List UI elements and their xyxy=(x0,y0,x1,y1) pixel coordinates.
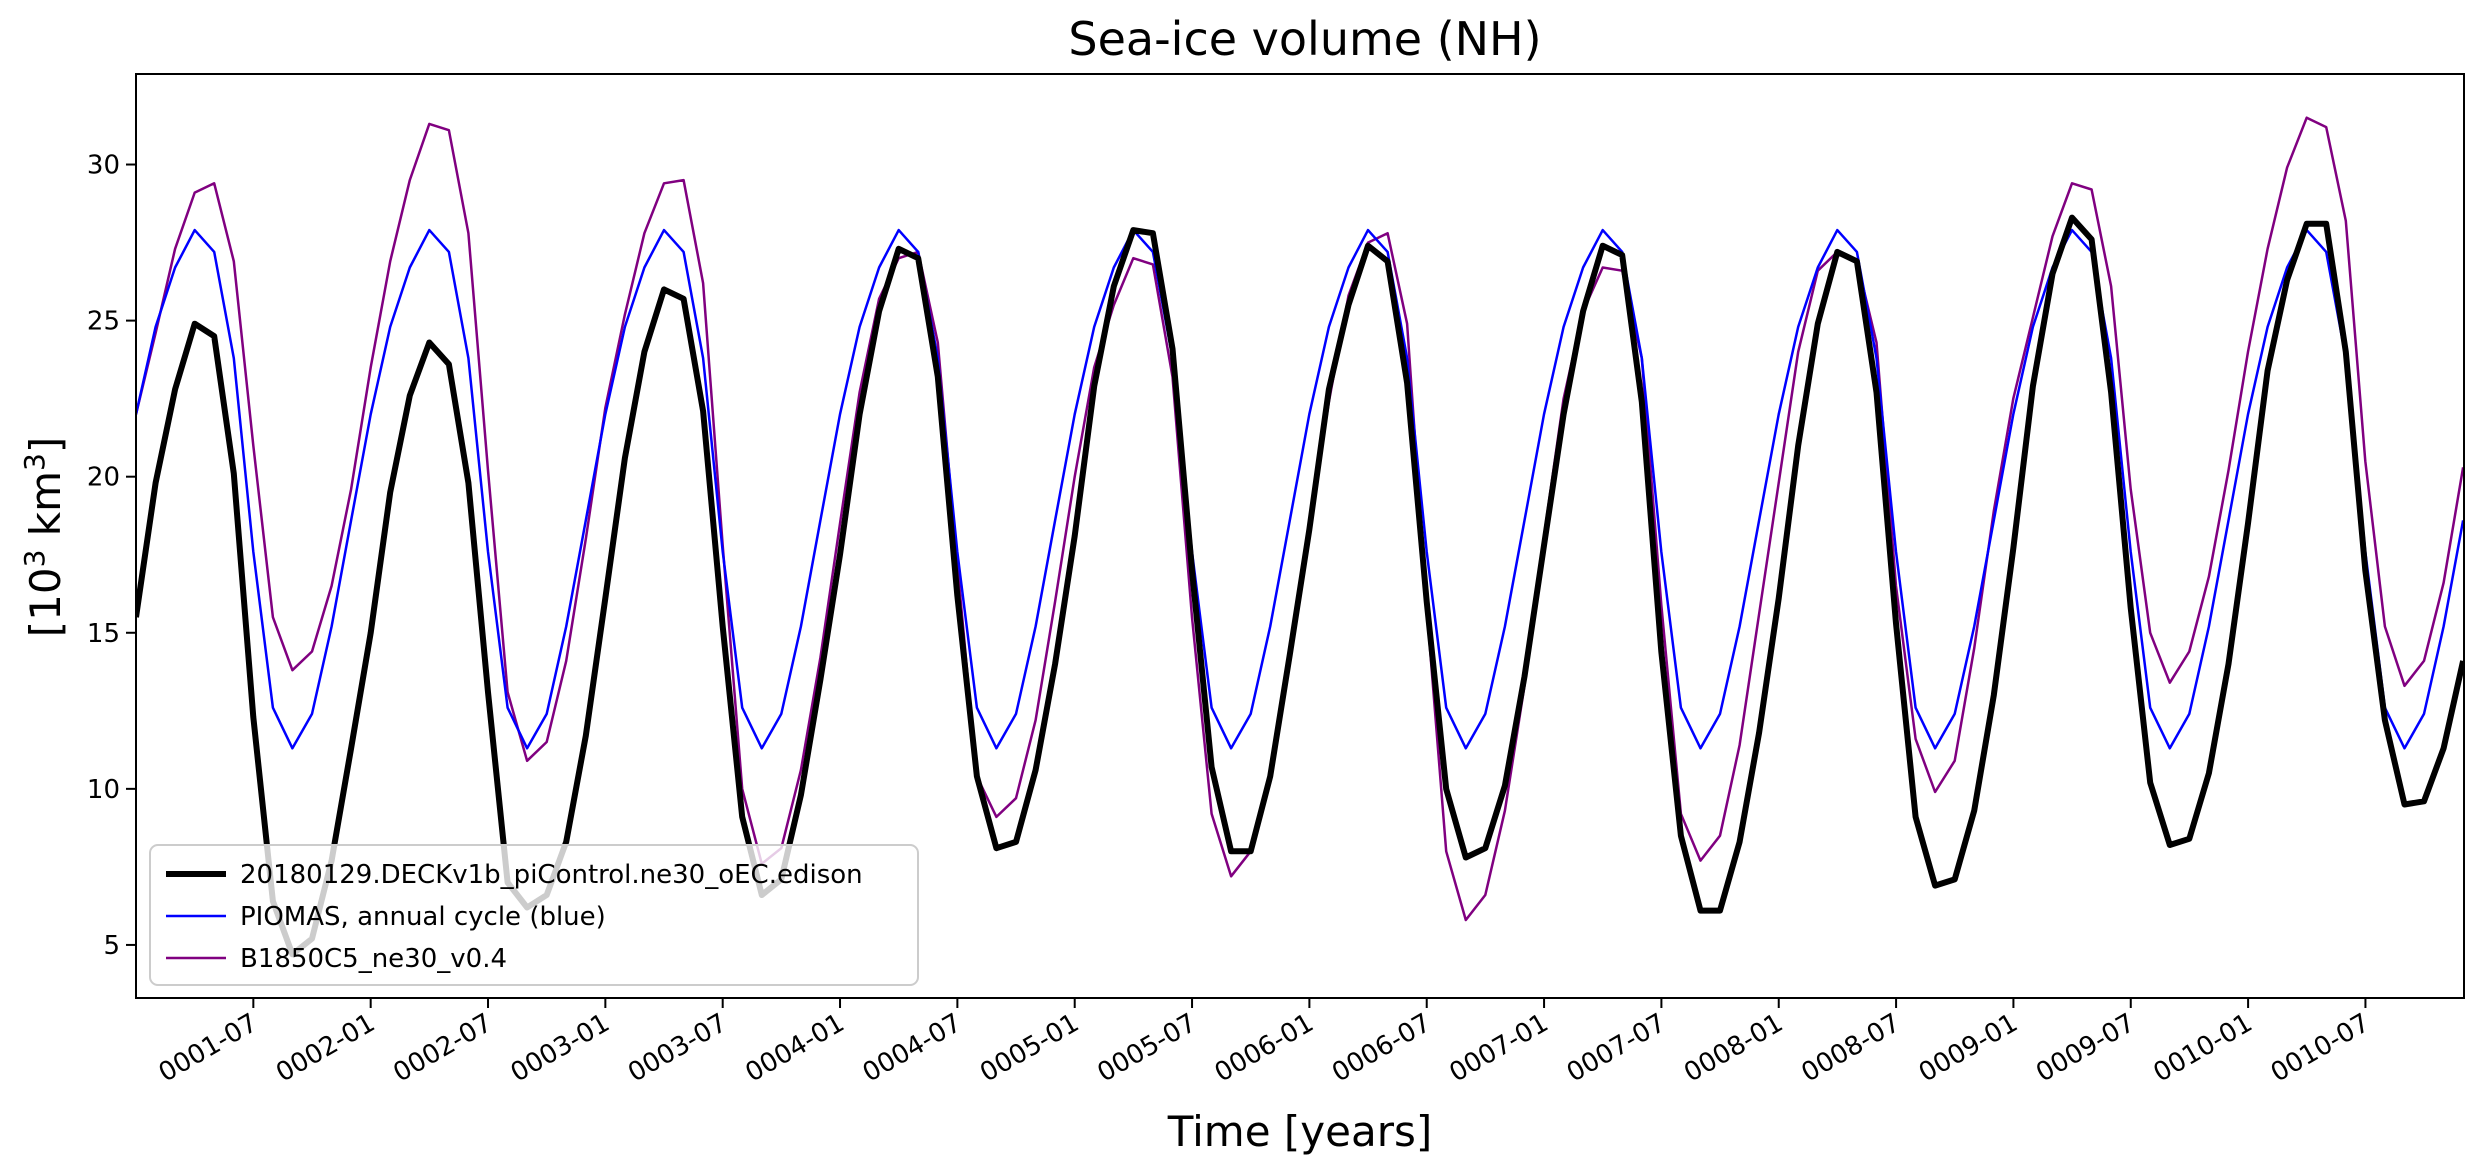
chart-title: Sea-ice volume (NH) xyxy=(1068,12,1541,66)
x-axis-label: Time [years] xyxy=(1167,1107,1433,1156)
legend: 20180129.DECKv1b_piControl.ne30_oEC.edis… xyxy=(149,844,919,986)
x-tick-label: 0004-07 xyxy=(858,1008,967,1088)
x-tick-label: 0009-07 xyxy=(2031,1008,2140,1088)
x-tick-label: 0006-07 xyxy=(1327,1008,1436,1088)
x-tick-label: 0001-07 xyxy=(154,1008,263,1088)
x-tick-label: 0008-07 xyxy=(1796,1008,1905,1088)
x-tick-label: 0006-01 xyxy=(1210,1008,1319,1088)
plot-frame xyxy=(135,73,2465,999)
x-tick-label: 0009-01 xyxy=(1914,1008,2023,1088)
x-tick-label: 0010-07 xyxy=(2266,1008,2375,1088)
x-tick-label: 0005-01 xyxy=(975,1008,1084,1088)
y-axis: 5 10 15 20 25 30 xyxy=(87,151,136,961)
y-tick-label: 30 xyxy=(87,151,120,181)
x-tick-label: 0005-07 xyxy=(1092,1008,1201,1088)
y-axis-label: [103 km3] xyxy=(18,437,70,637)
x-tick-label: 0008-01 xyxy=(1679,1008,1788,1088)
series-line-1 xyxy=(136,228,2464,750)
x-tick-label: 0003-07 xyxy=(623,1008,732,1088)
x-tick-label: 0002-01 xyxy=(271,1008,380,1088)
y-tick-label: 5 xyxy=(103,931,120,961)
x-axis: 0001-07 0002-01 0002-07 0003-01 0003-07 0004-… xyxy=(154,998,2375,1088)
x-tick-label: 0007-07 xyxy=(1562,1008,1671,1088)
x-tick-label: 0003-01 xyxy=(506,1008,615,1088)
x-tick-label: 0004-01 xyxy=(740,1008,849,1088)
legend-box xyxy=(149,844,919,986)
y-tick-label: 10 xyxy=(87,775,120,805)
series-layer xyxy=(136,116,2464,958)
legend-label-deck: 20180129.DECKv1b_piControl.ne30_oEC.edis… xyxy=(240,860,863,890)
x-tick-label: 0007-01 xyxy=(1444,1008,1553,1088)
y-tick-label: 20 xyxy=(87,463,120,493)
y-tick-label: 25 xyxy=(87,307,120,337)
y-tick-label: 15 xyxy=(87,619,120,649)
legend-label-piomas: PIOMAS, annual cycle (blue) xyxy=(240,902,606,932)
legend-label-b1850: B1850C5_ne30_v0.4 xyxy=(240,944,507,974)
x-tick-label: 0002-07 xyxy=(388,1008,497,1088)
x-tick-label: 0010-01 xyxy=(2149,1008,2258,1088)
